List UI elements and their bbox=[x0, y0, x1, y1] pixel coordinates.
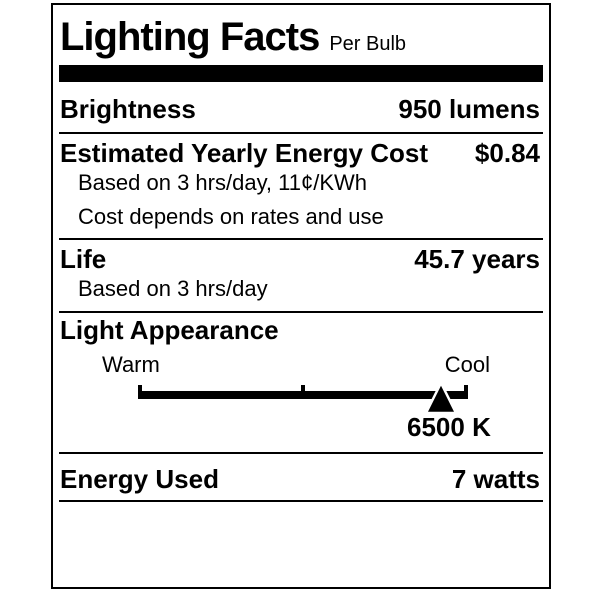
header-separator-bar bbox=[59, 65, 543, 82]
label-header: Lighting Facts Per Bulb bbox=[59, 5, 543, 65]
scale-tick-middle-icon bbox=[301, 385, 305, 399]
light-appearance-section: Light Appearance Warm Cool 6500 K bbox=[59, 313, 543, 454]
energy-cost-section: Estimated Yearly Energy Cost $0.84 Based… bbox=[59, 134, 543, 240]
brightness-value: 950 lumens bbox=[398, 94, 540, 124]
brightness-section: Brightness 950 lumens bbox=[59, 82, 543, 134]
label-blank-area bbox=[59, 502, 543, 587]
brightness-row: Brightness 950 lumens bbox=[59, 82, 543, 132]
energy-cost-note-disclaimer: Cost depends on rates and use bbox=[78, 204, 384, 229]
label-title: Lighting Facts bbox=[60, 15, 320, 59]
life-note-basis: Based on 3 hrs/day bbox=[78, 276, 268, 301]
energy-cost-row: Estimated Yearly Energy Cost $0.84 bbox=[59, 134, 543, 166]
brightness-label: Brightness bbox=[60, 94, 196, 124]
energy-cost-label: Estimated Yearly Energy Cost bbox=[60, 138, 429, 168]
energy-cost-note-basis: Based on 3 hrs/day, 11¢/KWh bbox=[78, 170, 368, 195]
color-temp-marker-icon bbox=[423, 381, 459, 415]
scale-warm-label: Warm bbox=[102, 352, 160, 377]
color-temperature-scale-labels: Warm Cool bbox=[59, 353, 543, 377]
life-row: Life 45.7 years bbox=[59, 240, 543, 272]
energy-used-row: Energy Used 7 watts bbox=[59, 454, 543, 500]
scale-tick-left-icon bbox=[138, 385, 142, 399]
life-value: 45.7 years bbox=[414, 244, 540, 274]
color-temperature-value: 6500 K bbox=[407, 412, 491, 442]
energy-cost-value: $0.84 bbox=[474, 138, 540, 168]
color-temperature-scale bbox=[59, 381, 543, 415]
energy-used-value: 7 watts bbox=[451, 464, 540, 494]
life-label: Life bbox=[60, 244, 107, 274]
lighting-facts-label: Lighting Facts Per Bulb Brightness 950 l… bbox=[51, 3, 551, 589]
per-unit-label: Per Bulb bbox=[329, 33, 407, 55]
scale-cool-label: Cool bbox=[444, 352, 490, 377]
life-section: Life 45.7 years Based on 3 hrs/day bbox=[59, 240, 543, 313]
scale-tick-right-icon bbox=[464, 385, 468, 399]
energy-used-label: Energy Used bbox=[60, 464, 219, 494]
energy-used-section: Energy Used 7 watts bbox=[59, 454, 543, 502]
light-appearance-label: Light Appearance bbox=[60, 315, 279, 345]
